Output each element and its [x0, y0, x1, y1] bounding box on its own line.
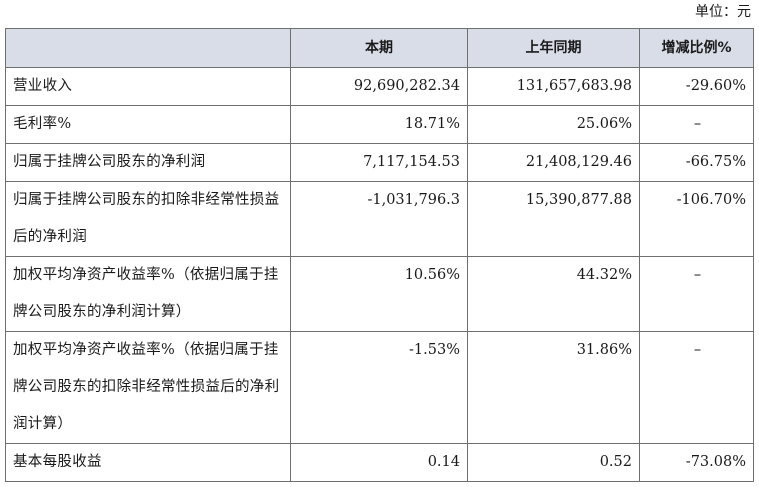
header-current-period: 本期: [290, 28, 468, 68]
header-change-percent: 增减比例%: [639, 28, 754, 68]
cell-current: 10.56%: [290, 256, 468, 332]
cell-current: 18.71%: [290, 105, 468, 144]
cell-current: -1,031,796.3: [290, 181, 468, 257]
cell-prior: 25.06%: [467, 105, 640, 144]
cell-current: -1.53%: [290, 331, 468, 444]
table-row: 毛利率% 18.71% 25.06% –: [5, 105, 754, 144]
cell-prior: 44.32%: [467, 256, 640, 332]
table-row: 归属于挂牌公司股东的扣除非经常性损益后的净利润 -1,031,796.3 15,…: [5, 181, 754, 257]
row-label-revenue: 营业收入: [5, 67, 291, 106]
cell-change: –: [639, 256, 754, 332]
header-prior-period: 上年同期: [467, 28, 640, 68]
row-label-net-profit: 归属于挂牌公司股东的净利润: [5, 143, 291, 182]
cell-prior: 31.86%: [467, 331, 640, 444]
row-label-roe-excl-nonrecurring: 加权平均净资产收益率%（依据归属于挂牌公司股东的扣除非经常性损益后的净利润计算）: [5, 331, 291, 444]
cell-change: -29.60%: [639, 67, 754, 106]
table-header-row: 本期 上年同期 增减比例%: [5, 28, 754, 68]
header-item: [5, 28, 291, 68]
row-label-gross-margin: 毛利率%: [5, 105, 291, 144]
table-row: 加权平均净资产收益率%（依据归属于挂牌公司股东的扣除非经常性损益后的净利润计算）…: [5, 331, 754, 444]
row-label-basic-eps: 基本每股收益: [5, 443, 291, 482]
table-row: 营业收入 92,690,282.34 131,657,683.98 -29.60…: [5, 67, 754, 106]
row-label-net-profit-excl-nonrecurring: 归属于挂牌公司股东的扣除非经常性损益后的净利润: [5, 181, 291, 257]
cell-prior: 131,657,683.98: [467, 67, 640, 106]
cell-current: 7,117,154.53: [290, 143, 468, 182]
cell-change: -66.75%: [639, 143, 754, 182]
cell-change: -73.08%: [639, 443, 754, 482]
cell-prior: 15,390,877.88: [467, 181, 640, 257]
cell-prior: 21,408,129.46: [467, 143, 640, 182]
cell-prior: 0.52: [467, 443, 640, 482]
cell-current: 92,690,282.34: [290, 67, 468, 106]
financial-summary-table: 本期 上年同期 增减比例% 营业收入 92,690,282.34 131,657…: [5, 28, 754, 482]
row-label-roe: 加权平均净资产收益率%（依据归属于挂牌公司股东的净利润计算）: [5, 256, 291, 332]
table-row: 加权平均净资产收益率%（依据归属于挂牌公司股东的净利润计算） 10.56% 44…: [5, 256, 754, 332]
cell-change: –: [639, 105, 754, 144]
table-row: 归属于挂牌公司股东的净利润 7,117,154.53 21,408,129.46…: [5, 143, 754, 182]
cell-change: –: [639, 331, 754, 444]
table-row: 基本每股收益 0.14 0.52 -73.08%: [5, 443, 754, 482]
unit-label: 单位：元: [695, 4, 751, 20]
cell-current: 0.14: [290, 443, 468, 482]
cell-change: -106.70%: [639, 181, 754, 257]
